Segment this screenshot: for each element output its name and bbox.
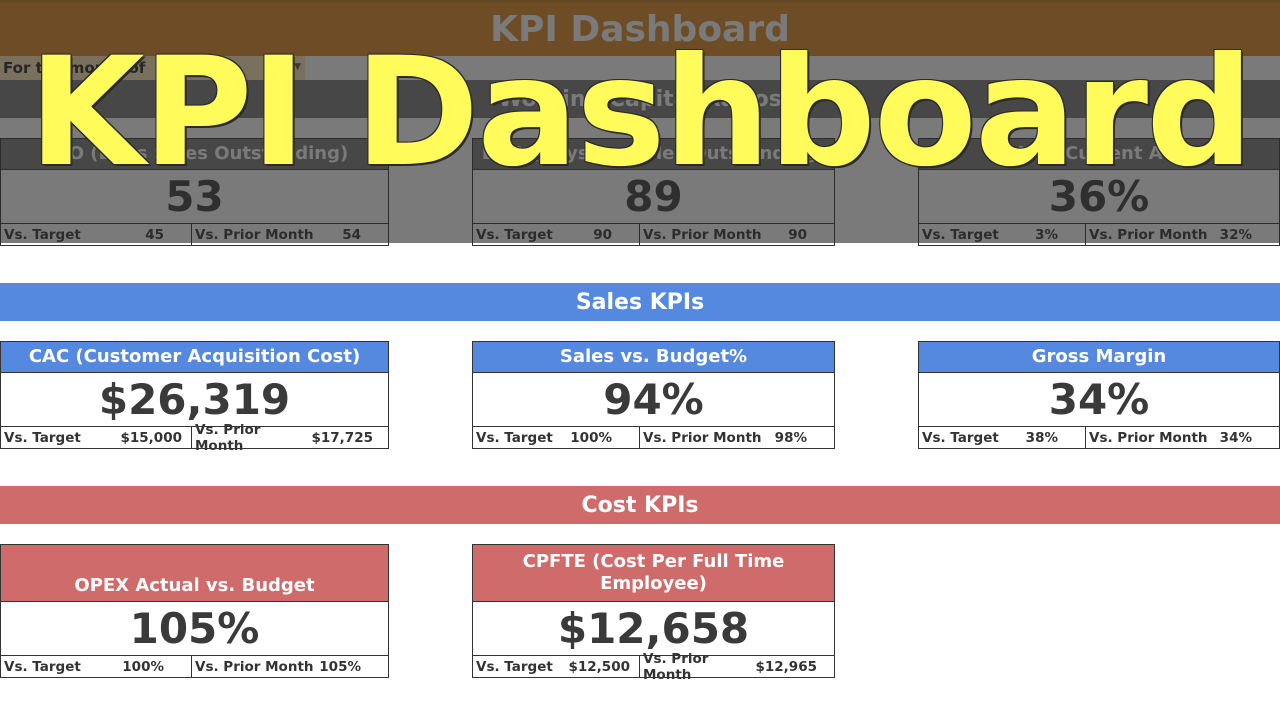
kpi-card-footer: Vs. Target 100% Vs. Prior Month 105% — [1, 656, 388, 677]
target-label: Vs. Target — [4, 658, 81, 675]
kpi-card-title: Gross Margin — [919, 342, 1279, 373]
prior-label: Vs. Prior Month — [643, 429, 762, 446]
kpi-card-non-current: Non-Current A% 36% Vs. Target 3% Vs. Prio… — [918, 138, 1280, 246]
target-value: 45 — [145, 226, 164, 243]
dashboard-title: KPI Dashboard — [490, 8, 790, 50]
target-label: Vs. Target — [476, 658, 553, 675]
month-label: For the month of — [3, 59, 146, 77]
kpi-card-value: $12,658 — [473, 602, 834, 656]
target-value: 3% — [1035, 226, 1058, 243]
title-bar: KPI Dashboard — [0, 0, 1280, 56]
kpi-card-value: 36% — [919, 170, 1279, 224]
target-label: Vs. Target — [922, 429, 999, 446]
target-value: $15,000 — [120, 429, 183, 446]
target-label: Vs. Target — [4, 429, 81, 446]
prior-label: Vs. Prior Month — [195, 421, 261, 454]
kpi-card-footer: Vs. Target 100% Vs. Prior Month 98% — [473, 427, 834, 448]
section-header-sales: Sales KPIs — [0, 283, 1280, 321]
kpi-card-dpo: DPO (Days Payables Outstanding) 89 Vs. T… — [472, 138, 835, 246]
kpi-card-title: Non-Current A% — [919, 139, 1279, 170]
kpi-card-sales-vs-budget: Sales vs. Budget% 94% Vs. Target 100% Vs.… — [472, 341, 835, 449]
prior-label: Vs. Prior Month — [1089, 226, 1208, 243]
kpi-card-value: 89 — [473, 170, 834, 224]
target-value: $12,500 — [568, 658, 631, 675]
prior-label: Vs. Prior Month — [643, 650, 709, 683]
prior-value: 32% — [1219, 226, 1252, 243]
kpi-card-value: 34% — [919, 373, 1279, 427]
kpi-card-footer: Vs. Target 45 Vs. Prior Month 54 — [1, 224, 388, 245]
kpi-card-footer: Vs. Target $12,500 Vs. Prior Month $12,965 — [473, 651, 834, 683]
kpi-card-title: CPFTE (Cost Per Full Time Employee) — [473, 545, 834, 602]
kpi-card-footer: Vs. Target 38% Vs. Prior Month 34% — [919, 427, 1279, 448]
kpi-card-opex: OPEX Actual vs. Budget 105% Vs. Target 10… — [0, 544, 389, 678]
kpi-card-title: DPO (Days Payables Outstanding) — [473, 139, 834, 170]
kpi-card-footer: Vs. Target 90 Vs. Prior Month 90 — [473, 224, 834, 245]
prior-value: 34% — [1219, 429, 1252, 446]
target-value: 100% — [570, 429, 612, 446]
caret-down-icon[interactable]: ▼ — [294, 62, 301, 72]
prior-label: Vs. Prior Month — [195, 658, 314, 675]
target-value: 38% — [1025, 429, 1058, 446]
target-label: Vs. Target — [476, 429, 553, 446]
kpi-card-footer: Vs. Target 3% Vs. Prior Month 32% — [919, 224, 1279, 245]
prior-value: 105% — [319, 658, 361, 675]
kpi-card-gross-margin: Gross Margin 34% Vs. Target 38% Vs. Prior… — [918, 341, 1280, 449]
target-label: Vs. Target — [922, 226, 999, 243]
prior-value: $17,725 — [311, 429, 374, 446]
section-header-working-capital: Working Capital Ratios — [0, 80, 1280, 118]
kpi-card-cpfte: CPFTE (Cost Per Full Time Employee) $12,… — [472, 544, 835, 683]
target-value: 100% — [122, 658, 164, 675]
prior-value: $12,965 — [755, 658, 818, 675]
kpi-card-title: OPEX Actual vs. Budget — [1, 545, 388, 602]
month-selector-row: For the month of ▼ — [0, 56, 1280, 80]
target-label: Vs. Target — [476, 226, 553, 243]
kpi-card-title: CAC (Customer Acquisition Cost) — [1, 342, 388, 373]
kpi-card-title: Sales vs. Budget% — [473, 342, 834, 373]
target-label: Vs. Target — [4, 226, 81, 243]
prior-value: 98% — [774, 429, 807, 446]
kpi-card-title: DSO (Days Sales Outstanding) — [1, 139, 388, 170]
prior-label: Vs. Prior Month — [195, 226, 314, 243]
section-header-cost: Cost KPIs — [0, 486, 1280, 524]
prior-label: Vs. Prior Month — [1089, 429, 1208, 446]
kpi-card-cac: CAC (Customer Acquisition Cost) $26,319 … — [0, 341, 389, 454]
kpi-card-value: 53 — [1, 170, 388, 224]
month-selector[interactable]: For the month of ▼ — [0, 56, 305, 80]
kpi-card-footer: Vs. Target $15,000 Vs. Prior Month $17,725 — [1, 422, 388, 454]
kpi-card-dso: DSO (Days Sales Outstanding) 53 Vs. Targ… — [0, 138, 389, 246]
target-value: 90 — [593, 226, 612, 243]
kpi-card-value: 94% — [473, 373, 834, 427]
kpi-card-value: $26,319 — [1, 373, 388, 427]
kpi-card-value: 105% — [1, 602, 388, 656]
prior-value: 54 — [342, 226, 361, 243]
prior-label: Vs. Prior Month — [643, 226, 762, 243]
prior-value: 90 — [788, 226, 807, 243]
